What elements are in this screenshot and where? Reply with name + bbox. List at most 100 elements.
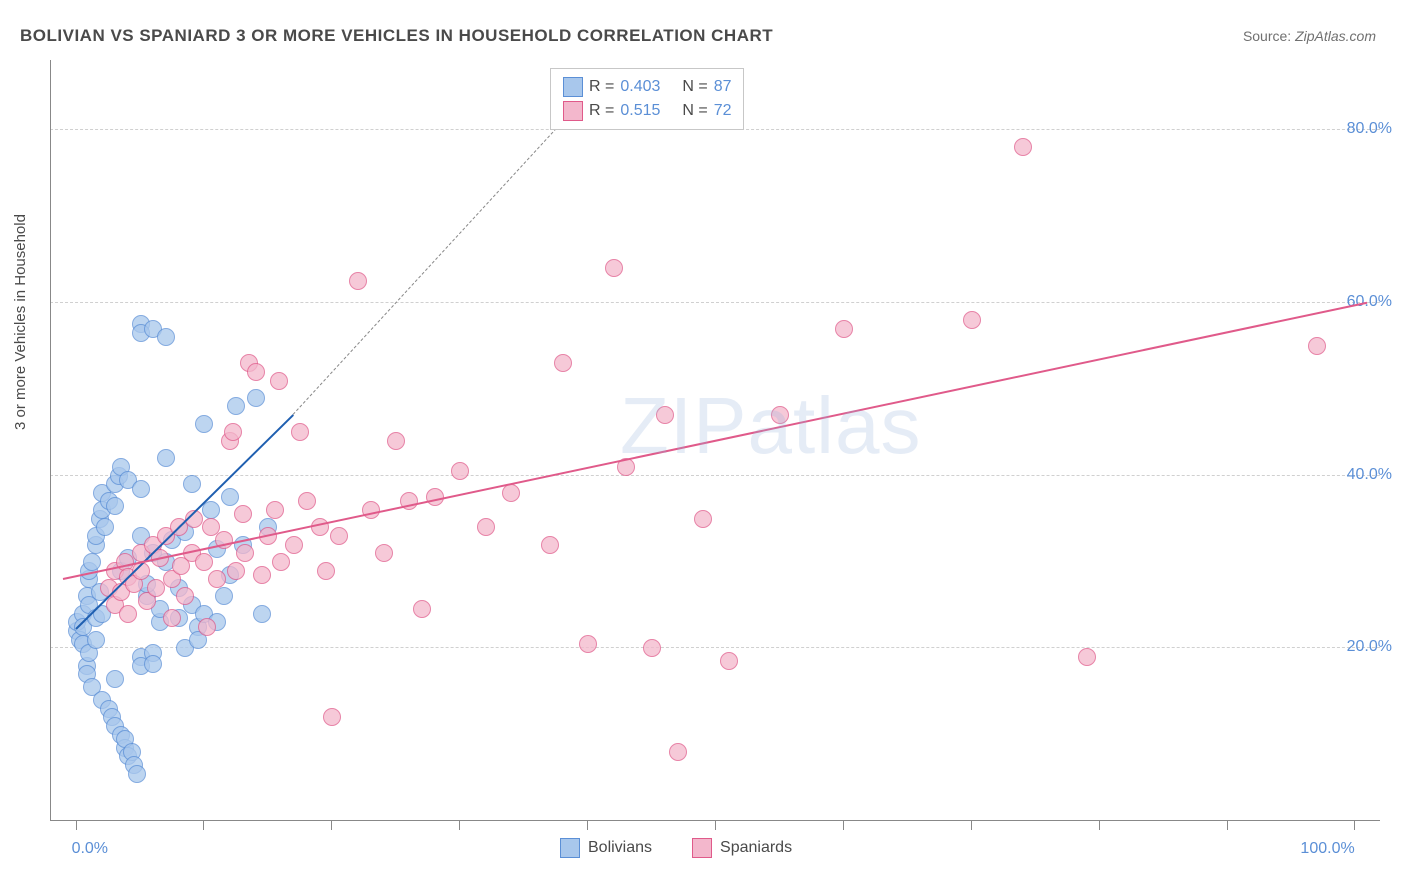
data-point-bolivians bbox=[215, 587, 233, 605]
data-point-bolivians bbox=[157, 328, 175, 346]
data-point-spaniards bbox=[119, 605, 137, 623]
data-point-bolivians bbox=[106, 497, 124, 515]
data-point-bolivians bbox=[128, 765, 146, 783]
y-tick-label: 20.0% bbox=[1347, 638, 1392, 656]
n-value: 72 bbox=[714, 102, 732, 120]
gridline-horizontal bbox=[50, 647, 1380, 648]
data-point-spaniards bbox=[554, 354, 572, 372]
data-point-spaniards bbox=[643, 639, 661, 657]
legend-swatch bbox=[563, 77, 583, 97]
data-point-spaniards bbox=[224, 423, 242, 441]
data-point-spaniards bbox=[272, 553, 290, 571]
legend-swatch bbox=[692, 838, 712, 858]
data-point-spaniards bbox=[234, 505, 252, 523]
trend-line bbox=[293, 95, 588, 415]
data-point-bolivians bbox=[96, 518, 114, 536]
legend-label: Spaniards bbox=[720, 839, 792, 857]
x-tick-label: 0.0% bbox=[72, 840, 108, 858]
data-point-bolivians bbox=[183, 475, 201, 493]
x-tick bbox=[715, 820, 716, 830]
data-point-spaniards bbox=[541, 536, 559, 554]
data-point-spaniards bbox=[835, 320, 853, 338]
x-tick bbox=[1099, 820, 1100, 830]
data-point-spaniards bbox=[451, 462, 469, 480]
data-point-spaniards bbox=[1078, 648, 1096, 666]
data-point-bolivians bbox=[221, 488, 239, 506]
data-point-spaniards bbox=[311, 518, 329, 536]
trend-line bbox=[63, 302, 1368, 580]
data-point-bolivians bbox=[83, 553, 101, 571]
source-label-text: Source: bbox=[1243, 28, 1291, 44]
x-tick bbox=[587, 820, 588, 830]
data-point-bolivians bbox=[253, 605, 271, 623]
y-axis bbox=[50, 60, 51, 820]
watermark: ZIPatlas bbox=[620, 380, 921, 472]
data-point-spaniards bbox=[270, 372, 288, 390]
chart-title: BOLIVIAN VS SPANIARD 3 OR MORE VEHICLES … bbox=[20, 26, 773, 46]
legend-item: Spaniards bbox=[692, 838, 792, 858]
data-point-spaniards bbox=[349, 272, 367, 290]
gridline-horizontal bbox=[50, 302, 1380, 303]
data-point-spaniards bbox=[253, 566, 271, 584]
data-point-spaniards bbox=[579, 635, 597, 653]
legend-swatch bbox=[563, 101, 583, 121]
gridline-horizontal bbox=[50, 475, 1380, 476]
legend-swatch bbox=[560, 838, 580, 858]
data-point-spaniards bbox=[291, 423, 309, 441]
data-point-bolivians bbox=[106, 670, 124, 688]
data-point-bolivians bbox=[227, 397, 245, 415]
y-tick-label: 40.0% bbox=[1347, 466, 1392, 484]
data-point-bolivians bbox=[195, 415, 213, 433]
data-point-bolivians bbox=[247, 389, 265, 407]
legend-row: R = 0.403 N = 87 bbox=[563, 75, 731, 99]
data-point-spaniards bbox=[963, 311, 981, 329]
correlation-legend: R = 0.403 N = 87 R = 0.515 N = 72 bbox=[550, 68, 744, 130]
data-point-spaniards bbox=[323, 708, 341, 726]
data-point-spaniards bbox=[247, 363, 265, 381]
x-tick-label: 100.0% bbox=[1300, 840, 1354, 858]
r-value: 0.515 bbox=[620, 102, 676, 120]
data-point-bolivians bbox=[132, 480, 150, 498]
y-axis-label: 3 or more Vehicles in Household bbox=[12, 214, 29, 430]
source-value: ZipAtlas.com bbox=[1295, 28, 1376, 44]
data-point-spaniards bbox=[1308, 337, 1326, 355]
data-point-spaniards bbox=[605, 259, 623, 277]
r-label: R = bbox=[589, 78, 614, 96]
legend-row: R = 0.515 N = 72 bbox=[563, 99, 731, 123]
data-point-spaniards bbox=[195, 553, 213, 571]
data-point-spaniards bbox=[1014, 138, 1032, 156]
data-point-bolivians bbox=[144, 655, 162, 673]
r-value: 0.403 bbox=[620, 78, 676, 96]
data-point-spaniards bbox=[669, 743, 687, 761]
data-point-spaniards bbox=[208, 570, 226, 588]
data-point-bolivians bbox=[157, 449, 175, 467]
data-point-spaniards bbox=[362, 501, 380, 519]
n-label: N = bbox=[682, 78, 707, 96]
r-label: R = bbox=[589, 102, 614, 120]
data-point-spaniards bbox=[477, 518, 495, 536]
x-tick bbox=[1227, 820, 1228, 830]
data-point-spaniards bbox=[198, 618, 216, 636]
series-legend: Bolivians Spaniards bbox=[560, 838, 792, 858]
y-tick-label: 60.0% bbox=[1347, 293, 1392, 311]
data-point-spaniards bbox=[285, 536, 303, 554]
data-point-spaniards bbox=[330, 527, 348, 545]
y-tick-label: 80.0% bbox=[1347, 120, 1392, 138]
x-tick bbox=[843, 820, 844, 830]
data-point-spaniards bbox=[413, 600, 431, 618]
n-value: 87 bbox=[714, 78, 732, 96]
data-point-spaniards bbox=[147, 579, 165, 597]
legend-item: Bolivians bbox=[560, 838, 652, 858]
data-point-spaniards bbox=[694, 510, 712, 528]
x-tick bbox=[1354, 820, 1355, 830]
data-point-spaniards bbox=[298, 492, 316, 510]
source-attribution: Source: ZipAtlas.com bbox=[1243, 28, 1376, 44]
data-point-spaniards bbox=[720, 652, 738, 670]
n-label: N = bbox=[682, 102, 707, 120]
data-point-spaniards bbox=[266, 501, 284, 519]
data-point-bolivians bbox=[87, 631, 105, 649]
x-tick bbox=[331, 820, 332, 830]
data-point-spaniards bbox=[502, 484, 520, 502]
data-point-spaniards bbox=[375, 544, 393, 562]
data-point-spaniards bbox=[387, 432, 405, 450]
